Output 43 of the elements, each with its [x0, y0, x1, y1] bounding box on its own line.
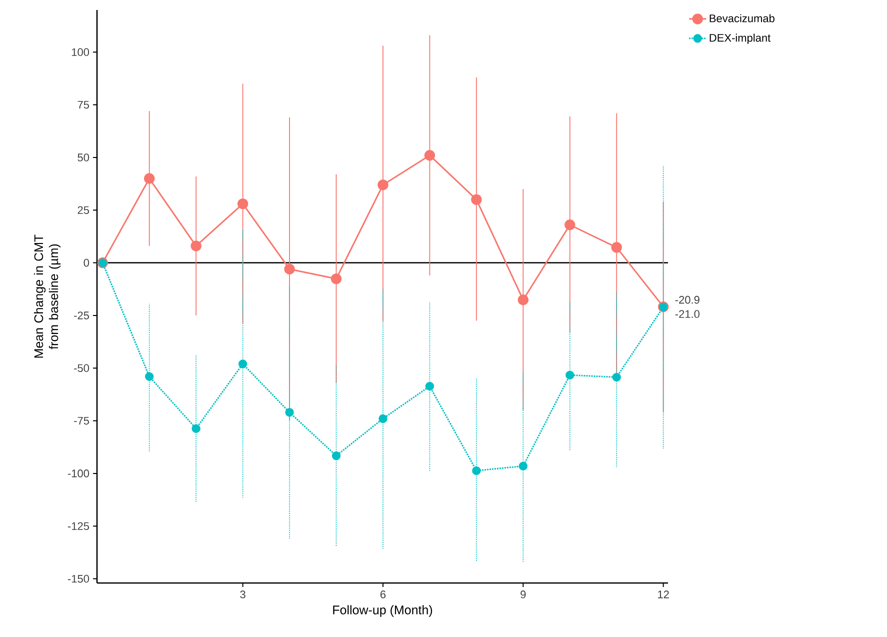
y-tick-label: -75	[74, 416, 89, 425]
point	[424, 150, 436, 161]
x-axis-title: Follow-up (Month)	[333, 605, 432, 617]
point	[378, 179, 388, 190]
point	[612, 372, 621, 382]
point	[378, 414, 388, 424]
point	[518, 462, 528, 470]
legend-label: DEX-implant	[710, 34, 771, 44]
x-tick-label: 12	[658, 590, 669, 598]
y-tick-label: 25	[78, 206, 89, 214]
point	[566, 370, 574, 380]
point	[425, 382, 434, 391]
point	[472, 466, 481, 476]
point	[144, 173, 155, 184]
point	[285, 408, 294, 417]
x-tick-label: 9	[520, 590, 526, 598]
y-tick-label: -125	[68, 522, 89, 530]
y-tick-label: 100	[72, 48, 90, 56]
x-tick-label: 3	[240, 590, 246, 598]
annotation: -20.9	[675, 296, 700, 304]
point	[144, 372, 154, 381]
point	[332, 451, 341, 460]
y-tick-label: 0	[84, 258, 90, 267]
annotation: -21.0	[675, 310, 700, 318]
point	[192, 424, 200, 433]
point	[237, 198, 248, 210]
point	[471, 194, 482, 205]
y-tick-label: -50	[74, 364, 90, 372]
point	[611, 242, 622, 253]
point	[284, 264, 295, 274]
legend-label: Bevacizumab	[710, 14, 774, 22]
y-tick-label: 50	[78, 154, 90, 162]
point	[330, 273, 342, 284]
point	[564, 220, 576, 230]
y-tick-label: -100	[68, 470, 90, 478]
x-tick-label: 6	[380, 590, 386, 598]
point	[518, 294, 528, 306]
y-axis-title: Mean Change in CMT from baseline (µm)	[34, 234, 61, 358]
y-tick-label: -150	[68, 574, 90, 583]
y-tick-label: -25	[74, 312, 89, 320]
point	[238, 360, 248, 368]
y-tick-label: 75	[78, 100, 89, 109]
point	[190, 240, 202, 252]
